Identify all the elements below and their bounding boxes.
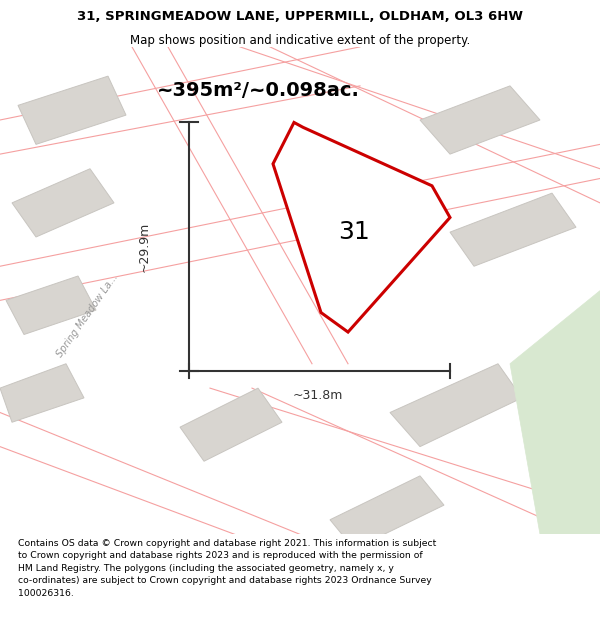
Text: Spring Meadow La...: Spring Meadow La... bbox=[55, 271, 119, 359]
Polygon shape bbox=[510, 291, 600, 534]
Polygon shape bbox=[450, 193, 576, 266]
Polygon shape bbox=[18, 76, 126, 144]
Text: Map shows position and indicative extent of the property.: Map shows position and indicative extent… bbox=[130, 34, 470, 47]
Polygon shape bbox=[420, 86, 540, 154]
Polygon shape bbox=[180, 388, 282, 461]
Polygon shape bbox=[390, 364, 522, 447]
Text: 31: 31 bbox=[338, 220, 370, 244]
Text: ~29.9m: ~29.9m bbox=[137, 222, 151, 272]
Text: ~31.8m: ~31.8m bbox=[293, 389, 343, 402]
Text: Contains OS data © Crown copyright and database right 2021. This information is : Contains OS data © Crown copyright and d… bbox=[18, 539, 436, 598]
Polygon shape bbox=[273, 122, 450, 332]
Polygon shape bbox=[330, 476, 444, 549]
Polygon shape bbox=[0, 364, 84, 423]
Polygon shape bbox=[12, 169, 114, 237]
Text: ~395m²/~0.098ac.: ~395m²/~0.098ac. bbox=[157, 81, 359, 100]
Polygon shape bbox=[6, 276, 96, 334]
Text: 31, SPRINGMEADOW LANE, UPPERMILL, OLDHAM, OL3 6HW: 31, SPRINGMEADOW LANE, UPPERMILL, OLDHAM… bbox=[77, 10, 523, 23]
